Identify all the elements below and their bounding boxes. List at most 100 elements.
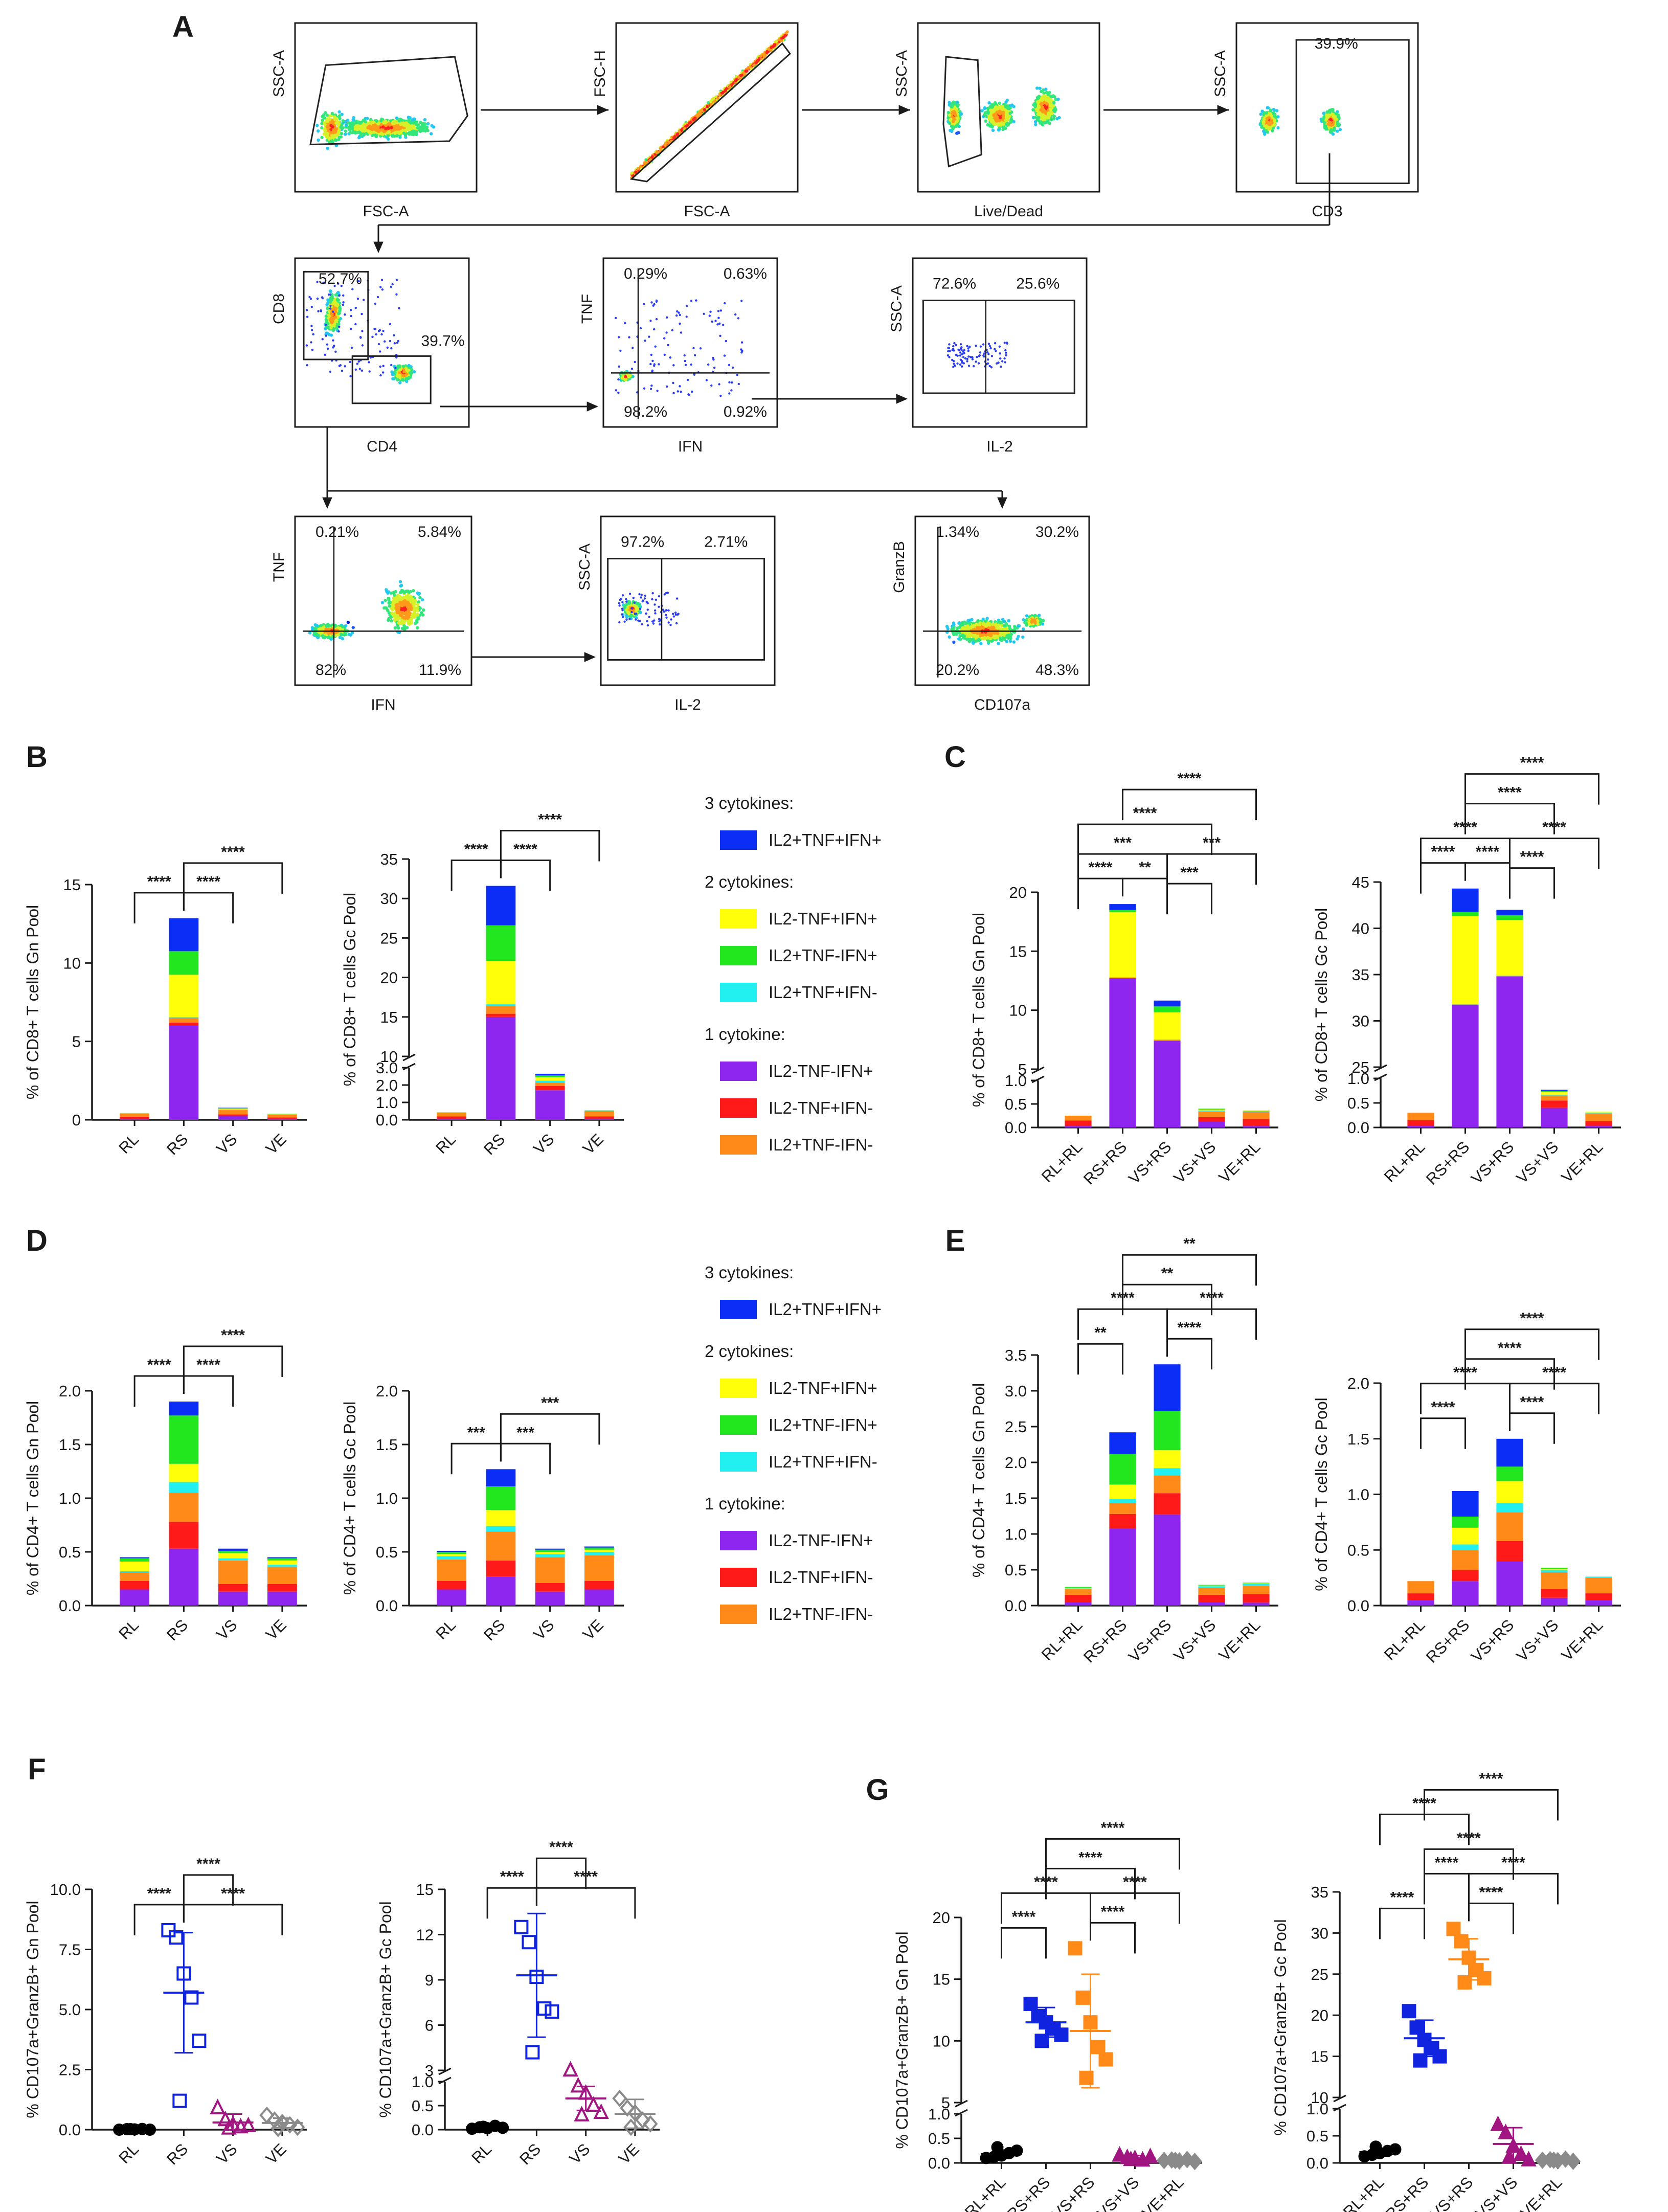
flow-event: [1039, 121, 1042, 125]
flow-event: [326, 298, 330, 302]
flow-event: [359, 133, 363, 138]
flow-event: [1329, 108, 1333, 112]
flow-event: [340, 633, 343, 636]
flow-event: [329, 370, 331, 373]
flow-event: [323, 127, 327, 131]
flow-event: [356, 298, 359, 300]
flow-event: [360, 125, 365, 129]
flow-event: [643, 387, 646, 390]
flow-event: [724, 302, 726, 305]
flow-event: [1053, 95, 1056, 99]
flow-event: [666, 316, 668, 319]
flow-event: [376, 296, 379, 299]
flow-event: [354, 121, 358, 125]
flow-ylabel: FSC-H: [592, 50, 608, 97]
flow-event: [326, 131, 329, 135]
flow-event: [956, 123, 959, 127]
flow-event: [959, 351, 961, 354]
flow-event: [706, 105, 709, 108]
flow-event: [326, 343, 329, 346]
flow-event: [389, 340, 391, 343]
flow-event: [994, 348, 996, 350]
flow-event: [331, 328, 335, 332]
flow-event: [717, 317, 720, 319]
flow-event: [691, 390, 693, 393]
flow-event: [1334, 112, 1338, 116]
flow-event: [989, 120, 993, 123]
flow-event: [719, 334, 722, 337]
flow-event: [624, 322, 626, 325]
flow-event: [762, 55, 766, 58]
flow-event: [740, 348, 742, 351]
flow-event: [329, 307, 332, 310]
flow-percent: 52.7%: [319, 270, 362, 287]
flow-event: [948, 121, 952, 125]
flow-event: [337, 136, 341, 139]
flow-event: [411, 118, 414, 122]
flow-plot-frame: [602, 257, 778, 428]
flow-event: [360, 369, 363, 372]
flow-event: [394, 130, 398, 134]
flow-event: [975, 345, 977, 347]
flow-event: [1266, 106, 1269, 109]
flow-event: [975, 360, 977, 363]
flow-event: [961, 365, 963, 368]
flow-event: [346, 620, 350, 624]
flow-event: [356, 363, 359, 365]
flow-event: [1043, 121, 1046, 125]
flow-event: [649, 388, 652, 390]
flow-event: [379, 119, 383, 123]
flow-event: [952, 116, 956, 120]
flow-event: [1265, 111, 1268, 115]
flow-event: [324, 353, 326, 356]
flow-event: [655, 299, 658, 302]
flow-event: [1033, 116, 1037, 119]
flow-event: [342, 301, 345, 304]
flow-event: [948, 347, 951, 350]
flow-event: [630, 368, 634, 370]
flow-event: [409, 121, 413, 125]
flow-percent: 0.92%: [724, 403, 767, 420]
flow-event: [967, 355, 970, 358]
flow-event: [619, 349, 622, 352]
flow-event: [1266, 117, 1269, 120]
flow-event: [1000, 365, 1002, 368]
flow-event: [1005, 122, 1008, 126]
flow-event: [634, 360, 636, 364]
flow-event: [368, 361, 370, 364]
flow-event: [949, 118, 953, 121]
flow-event: [308, 296, 311, 299]
flow-event: [718, 383, 720, 386]
panel-letter-D: D: [26, 1224, 48, 1257]
flow-event: [1056, 97, 1060, 101]
flow-event: [653, 365, 656, 367]
flow-event: [997, 128, 1001, 132]
flow-event: [624, 375, 627, 378]
flow-event: [1003, 342, 1006, 344]
flow-event: [334, 350, 337, 353]
flow-event: [430, 132, 433, 136]
flow-event: [983, 113, 986, 117]
flow-event: [1259, 112, 1263, 116]
flow-event: [390, 364, 393, 367]
flow-event: [1272, 111, 1275, 115]
flow-event: [335, 127, 339, 131]
flow-event: [959, 354, 962, 357]
flow-event: [320, 310, 323, 312]
flow-event: [952, 366, 955, 368]
flow-xlabel: CD3: [1312, 203, 1342, 220]
flow-percent: 0.63%: [724, 265, 767, 282]
flow-event: [973, 365, 975, 368]
flow-event: [955, 116, 959, 120]
flow-event: [393, 334, 395, 336]
flow-event: [322, 132, 326, 136]
flow-percent: 72.6%: [933, 275, 976, 292]
flow-event: [344, 129, 348, 133]
flow-event: [680, 331, 683, 334]
flow-event: [983, 106, 986, 110]
flow-event: [310, 306, 313, 308]
flow-event: [711, 320, 713, 323]
flow-event: [379, 286, 382, 288]
